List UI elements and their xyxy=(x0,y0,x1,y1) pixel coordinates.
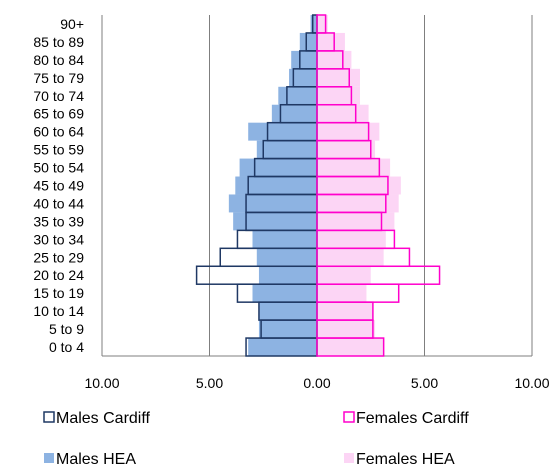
category-label: 20 to 24 xyxy=(33,267,84,283)
category-label: 45 to 49 xyxy=(33,178,84,194)
bar-females-hea xyxy=(317,140,376,159)
bar-females-hea xyxy=(317,176,401,195)
bar-females-hea xyxy=(317,266,371,285)
legend: Males Cardiff Females Cardiff Males HEA … xyxy=(43,410,469,468)
bar-males-hea xyxy=(291,50,317,69)
bar-females-cardiff xyxy=(316,14,327,34)
legend-label-females-hea: Females HEA xyxy=(356,451,455,468)
bar-males-hea xyxy=(299,32,317,51)
category-label: 5 to 9 xyxy=(49,321,84,337)
legend-item-males-hea[interactable]: Males HEA xyxy=(44,451,136,468)
bar-females-hea xyxy=(317,212,395,231)
bar-females-hea xyxy=(317,158,391,177)
bar-males-hea xyxy=(248,122,317,141)
category-label: 0 to 4 xyxy=(49,339,84,355)
bar-females-hea xyxy=(317,32,345,51)
category-label: 35 to 39 xyxy=(33,213,84,229)
bar-males-hea xyxy=(258,266,317,285)
x-tick-label: 10.00 xyxy=(84,375,119,391)
category-label: 40 to 44 xyxy=(33,195,84,211)
x-tick-label: 0.00 xyxy=(303,375,330,391)
legend-label-males-hea: Males HEA xyxy=(56,451,136,468)
legend-item-females-hea[interactable]: Females HEA xyxy=(344,451,455,468)
bar-females-hea xyxy=(317,320,376,339)
legend-swatch-males-hea xyxy=(44,453,54,463)
category-label: 90+ xyxy=(60,16,84,32)
bar-males-hea xyxy=(256,140,317,159)
bar-males-hea xyxy=(228,194,317,213)
legend-label-females-cardiff: Females Cardiff xyxy=(356,410,469,427)
category-label: 30 to 34 xyxy=(33,231,84,247)
bar-males-hea xyxy=(256,248,317,267)
bar-females-hea xyxy=(317,15,328,33)
bar-males-hea xyxy=(239,158,317,177)
category-label: 75 to 79 xyxy=(33,70,84,86)
category-axis-labels: 0 to 4 5 to 9 10 to 14 15 to 19 20 to 24 25 t… xyxy=(33,16,84,355)
bar-females-hea xyxy=(317,302,373,321)
bar-males-hea xyxy=(278,86,317,105)
bar-males-hea xyxy=(258,302,317,321)
legend-item-females-cardiff[interactable]: Females Cardiff xyxy=(343,410,469,427)
legend-swatch-females-hea xyxy=(344,453,354,463)
bar-females-hea xyxy=(317,284,367,303)
hea-bars xyxy=(228,15,401,356)
bar-females-hea xyxy=(317,338,384,356)
bar-females-hea xyxy=(317,194,399,213)
legend-swatch-males-cardiff xyxy=(43,411,55,423)
bar-females-hea xyxy=(317,122,380,141)
bar-females-hea xyxy=(317,248,384,267)
bar-males-hea xyxy=(258,320,317,339)
bar-males-hea xyxy=(233,212,317,231)
bar-females-hea xyxy=(317,104,369,123)
legend-swatch-females-cardiff xyxy=(343,411,355,423)
category-label: 55 to 59 xyxy=(33,142,84,158)
legend-label-males-cardiff: Males Cardiff xyxy=(56,410,151,427)
x-tick-label: 10.00 xyxy=(514,375,549,391)
bar-males-hea xyxy=(289,68,317,87)
category-label: 25 to 29 xyxy=(33,249,84,265)
value-axis-labels: 10.00 5.00 0.00 5.00 10.00 xyxy=(84,375,549,391)
x-tick-label: 5.00 xyxy=(196,375,223,391)
x-tick-label: 5.00 xyxy=(411,375,438,391)
cardiff-bars xyxy=(195,14,441,357)
bar-females-hea xyxy=(317,86,360,105)
legend-item-males-cardiff[interactable]: Males Cardiff xyxy=(43,410,151,427)
bar-males-hea xyxy=(310,15,317,33)
category-label: 80 to 84 xyxy=(33,52,84,68)
category-label: 85 to 89 xyxy=(33,34,84,50)
bar-males-hea xyxy=(235,176,317,195)
category-label: 50 to 54 xyxy=(33,160,84,176)
bar-males-hea xyxy=(271,104,317,123)
category-label: 60 to 64 xyxy=(33,124,84,140)
category-label: 65 to 69 xyxy=(33,106,84,122)
bar-males-hea xyxy=(252,230,317,249)
bar-males-hea xyxy=(252,284,317,303)
category-label: 70 to 74 xyxy=(33,88,84,104)
category-label: 10 to 14 xyxy=(33,303,84,319)
bar-females-hea xyxy=(317,230,386,249)
bar-females-hea xyxy=(317,50,352,69)
bar-females-hea xyxy=(317,68,360,87)
category-label: 15 to 19 xyxy=(33,285,84,301)
bar-males-hea xyxy=(248,338,317,356)
